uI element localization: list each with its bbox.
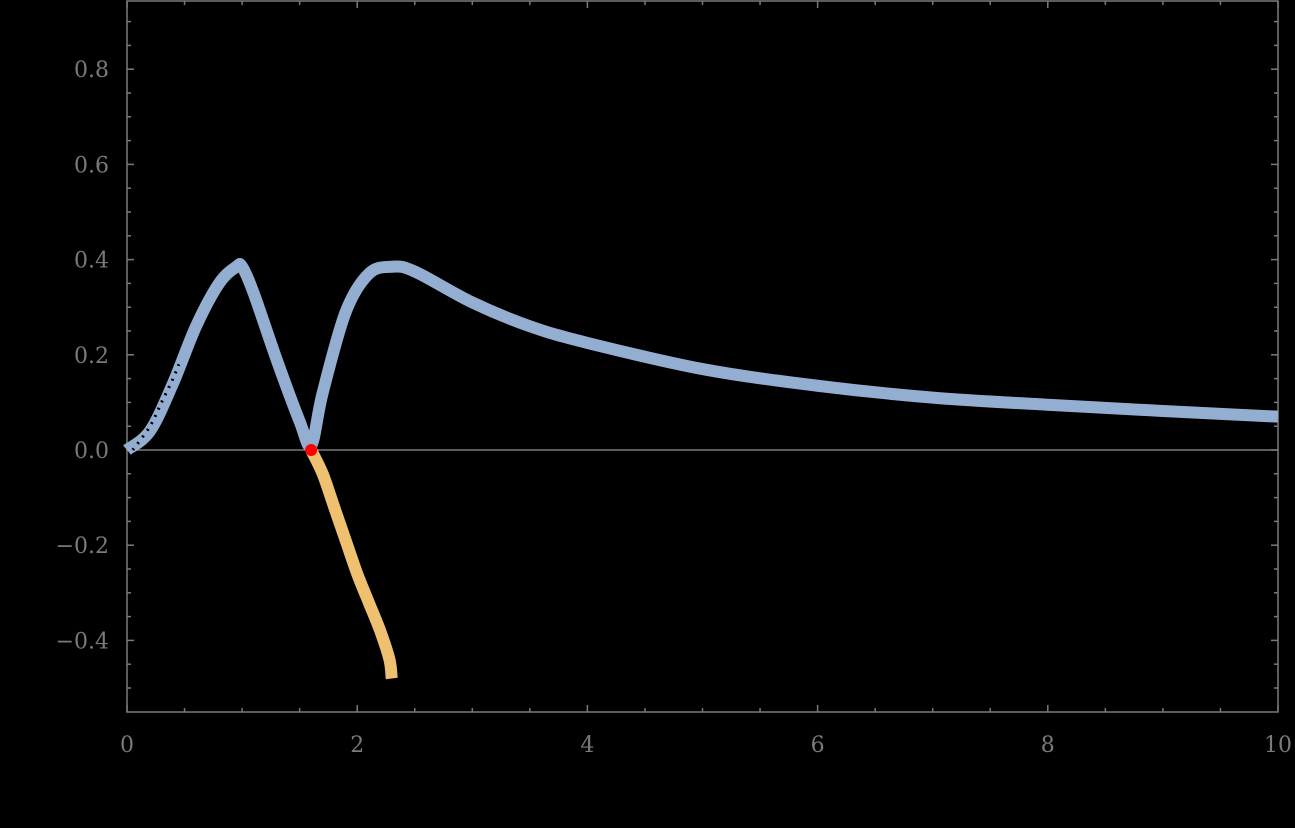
y-tick-label: −0.2 (56, 534, 109, 559)
y-tick-label: 0.4 (74, 249, 109, 274)
blue-curve (123, 258, 1279, 455)
marker-point (305, 444, 318, 456)
x-tick-label: 4 (580, 733, 594, 758)
x-tick-label: 8 (1041, 733, 1055, 758)
annotations (305, 444, 318, 456)
tick-labels: 0 2 4 6 8 10 −0.4 −0.2 0.0 0.2 0.4 0.6 0.8 (56, 58, 1292, 758)
plot-frame (126, 0, 1279, 713)
data-series (123, 258, 1279, 680)
x-tick-label: 0 (120, 733, 134, 758)
y-tick-label: −0.4 (56, 629, 109, 654)
y-tick-label: 0.8 (74, 58, 109, 83)
y-tick-label: 0.2 (74, 344, 109, 369)
x-tick-label: 6 (811, 733, 825, 758)
y-tick-label: 0.6 (74, 153, 109, 178)
x-tick-label: 2 (350, 733, 364, 758)
x-tick-label: 10 (1264, 733, 1292, 758)
orange-curve (305, 447, 398, 680)
axis-ticks (126, 1, 1279, 712)
y-tick-label: 0.0 (74, 439, 109, 464)
